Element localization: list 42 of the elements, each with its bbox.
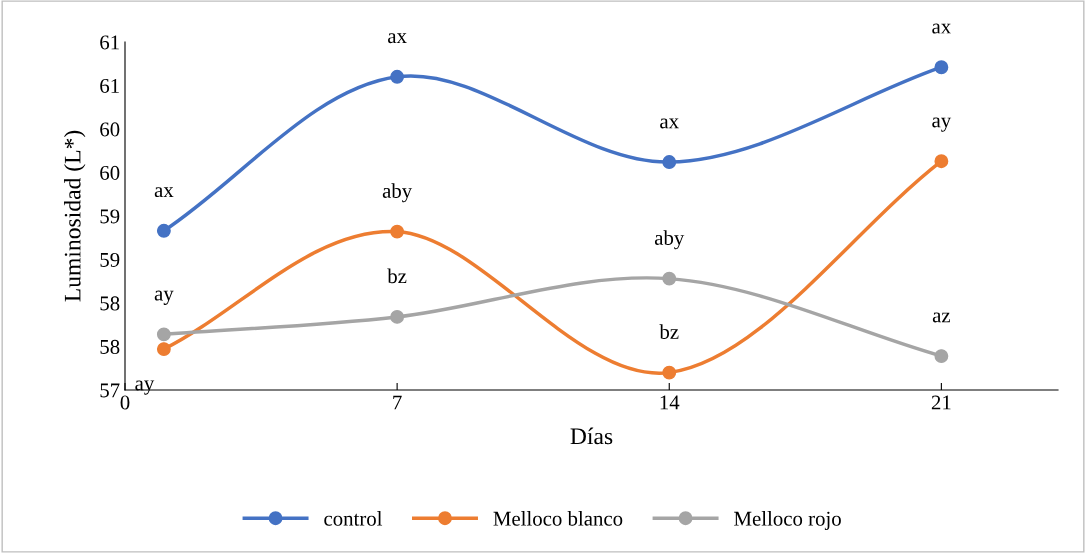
y-axis-title: Luminosidad (L*) [64, 130, 86, 302]
point [662, 271, 677, 286]
legend-label: Melloco rojo [734, 511, 841, 530]
y-tick-label: 61 [100, 35, 119, 50]
annotation: bz [659, 324, 679, 339]
x-axis-title: Días [570, 427, 613, 445]
x-tick-label: 21 [931, 395, 951, 410]
point [662, 155, 677, 170]
point [156, 327, 171, 342]
annotation: ax [660, 118, 679, 129]
y-tick-label: 59 [100, 209, 120, 224]
point [156, 223, 171, 238]
annotation: aby [382, 183, 413, 203]
x-tick-label: 0 [120, 395, 130, 410]
point [390, 224, 405, 239]
point [934, 60, 949, 75]
annotation: ay [154, 290, 174, 305]
annotation: ax [932, 23, 951, 34]
annotation: ay [932, 117, 952, 132]
annotation: ay [135, 380, 155, 395]
point [662, 365, 677, 380]
annotation: az [932, 312, 951, 323]
point [934, 349, 949, 364]
point [156, 342, 171, 357]
y-tick-label: 60 [100, 122, 120, 137]
annotation: aby [654, 230, 685, 250]
x-tick-label: 7 [393, 395, 402, 410]
annotation: bz [387, 268, 407, 284]
y-tick-label: 58 [100, 296, 120, 311]
y-tick-label: 61 [100, 78, 119, 93]
point [934, 154, 949, 169]
annotation: ax [388, 33, 407, 44]
y-tick-label: 59 [100, 252, 120, 267]
y-tick-label: 60 [100, 165, 120, 180]
legend-label: control [324, 511, 383, 526]
x-tick-label: 14 [660, 395, 680, 410]
annotation: ax [154, 187, 174, 198]
legend-label: Melloco blanco [493, 511, 623, 526]
y-tick-label: 58 [100, 339, 120, 354]
point [390, 69, 405, 84]
y-tick-label: 57 [100, 383, 120, 398]
point [390, 309, 405, 324]
